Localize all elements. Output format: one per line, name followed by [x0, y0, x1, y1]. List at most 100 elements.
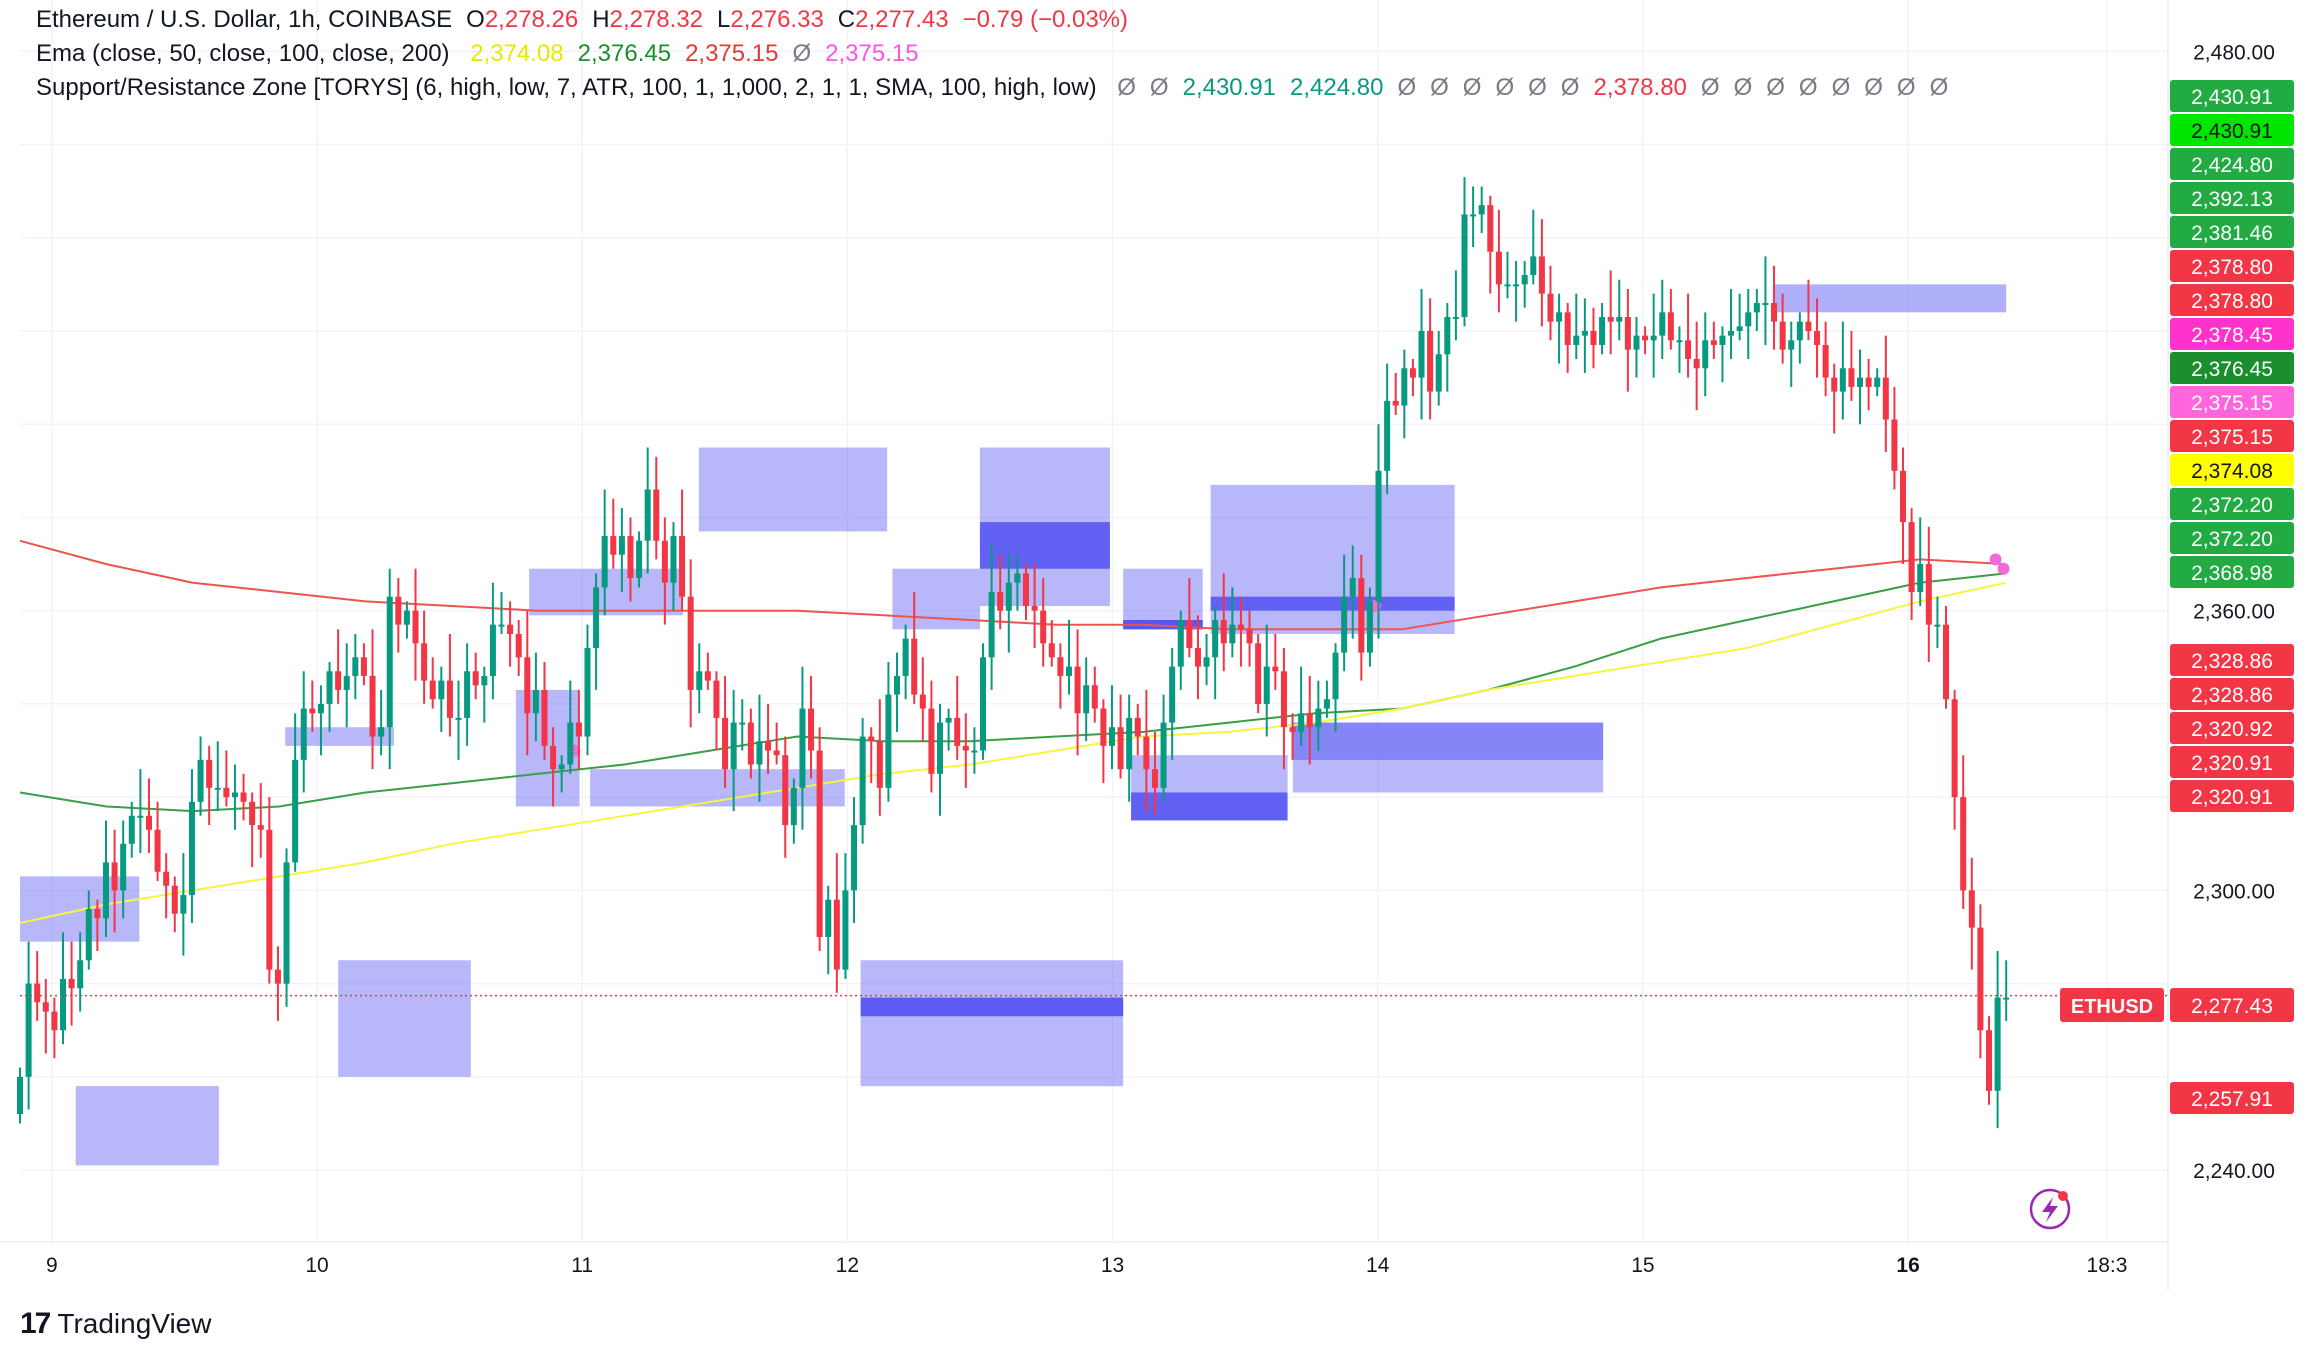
legend-sr-value: Ø [1733, 74, 1753, 101]
candle-body [1822, 344, 1829, 378]
candle-body [1556, 312, 1563, 322]
candle-body [1031, 606, 1038, 611]
legend-ema-name[interactable]: Ema (close, 50, close, 100, close, 200) [36, 40, 450, 67]
price-tag-bg [2170, 556, 2294, 588]
candle-body [1048, 643, 1055, 658]
candle-body [1814, 330, 1821, 345]
candle-body [1633, 335, 1640, 350]
candle-body [1263, 666, 1270, 704]
candle-body [937, 722, 944, 774]
candle-body [1667, 312, 1674, 341]
legend-close-label: C [837, 6, 856, 33]
sr-zone [979, 522, 1110, 569]
candle-body [481, 675, 488, 686]
candle-body [1246, 629, 1253, 644]
candle-body [1229, 624, 1236, 644]
legend-sr-value: Ø [1528, 74, 1547, 101]
price-tag-text: 2,430.91 [2191, 120, 2273, 143]
candle-body [1796, 321, 1803, 341]
price-tag-bg [2170, 488, 2294, 520]
candle-body [1710, 340, 1717, 345]
legend-sr-value: Ø [1929, 74, 1949, 101]
candle-body [154, 829, 161, 872]
candle-body [1719, 335, 1726, 345]
price-tag-text: 2,430.91 [2191, 86, 2273, 109]
sr-zone [1210, 484, 1455, 634]
candle-body [438, 680, 445, 700]
legend-open: 2,278.26 [484, 6, 579, 33]
candle-body [1788, 340, 1795, 350]
candle-body [1108, 727, 1115, 746]
time-tick-label: 16 [1896, 1254, 1919, 1277]
candle-body [102, 862, 109, 919]
candle-body [558, 764, 565, 770]
candle-body [206, 759, 213, 788]
price-axis[interactable]: 2,480.00 2,360.00 2,300.00 2,240.00 [2193, 41, 2275, 1183]
candle-body [197, 759, 204, 802]
candle-body [1805, 321, 1812, 331]
candle-body [1177, 620, 1184, 667]
candle-body [1289, 727, 1296, 732]
candle-body [962, 745, 969, 751]
candle-body [274, 969, 281, 984]
candle-body [1599, 316, 1606, 345]
candle-body [1237, 624, 1244, 630]
lightning-icon[interactable] [2029, 1188, 2071, 1230]
candle-body [1530, 256, 1537, 276]
candle-body [851, 825, 858, 891]
price-tick-label: 2,480.00 [2193, 41, 2275, 64]
candle-body [919, 694, 926, 709]
candle-body [1341, 596, 1348, 653]
candle-body [1616, 316, 1623, 322]
candle-body [1994, 997, 2001, 1091]
sr-zone [1772, 284, 2007, 313]
candle-body [1564, 312, 1571, 345]
candle-body [713, 680, 720, 718]
price-tag-text: 2,257.91 [2191, 1088, 2273, 1111]
candle-body [1779, 321, 1786, 350]
candle-body [1478, 205, 1485, 215]
candle-body [1693, 358, 1700, 369]
sr-zone [1210, 596, 1455, 611]
candle-body [240, 792, 247, 802]
candle-body [532, 689, 539, 714]
candle-body [1650, 335, 1657, 341]
candle-body [472, 671, 479, 686]
candle-body [309, 708, 316, 714]
candle-body [1831, 377, 1838, 392]
candle-body [34, 983, 41, 1003]
candle-body [1444, 316, 1451, 355]
legend-sr-name[interactable]: Support/Resistance Zone [TORYS] (6, high… [36, 74, 1097, 101]
time-axis[interactable]: 9 10 11 12 13 14 15 16 18:3 [46, 1254, 2127, 1277]
price-tag-bg [2170, 114, 2294, 146]
candle-body [1891, 419, 1898, 471]
ema50-line [19, 581, 2007, 924]
candle-body [756, 741, 763, 765]
time-tick-label: 11 [571, 1254, 593, 1277]
candle-body [507, 624, 514, 634]
candle-body [765, 741, 772, 751]
candle-body [257, 825, 264, 830]
legend-ema-value: 2,374.08 [470, 40, 564, 67]
candle-body [816, 750, 823, 937]
candle-body [1676, 340, 1683, 343]
candle-body [283, 862, 290, 984]
legend-ema-line: Ema (close, 50, close, 100, close, 200) … [36, 40, 933, 68]
time-tick-label: 18:3 [2087, 1254, 2128, 1277]
candle-body [1538, 256, 1545, 294]
candle-body [42, 1002, 49, 1012]
candle-body [679, 536, 686, 597]
candle-body [601, 536, 608, 588]
candle-body [687, 596, 694, 690]
price-tick-label: 2,360.00 [2193, 601, 2275, 624]
tradingview-logo[interactable]: 17 TradingView [20, 1306, 211, 1342]
last-price-tag-text: 2,277.43 [2191, 995, 2273, 1018]
candle-body [1504, 284, 1511, 287]
price-tag-text: 2,368.98 [2191, 562, 2273, 585]
candle-body [163, 871, 170, 886]
legend-symbol[interactable]: Ethereum / U.S. Dollar, 1h, COINBASE [36, 6, 453, 33]
price-tag-bg [2170, 318, 2294, 350]
sr-zone [1292, 722, 1604, 760]
candle-body [593, 587, 600, 648]
